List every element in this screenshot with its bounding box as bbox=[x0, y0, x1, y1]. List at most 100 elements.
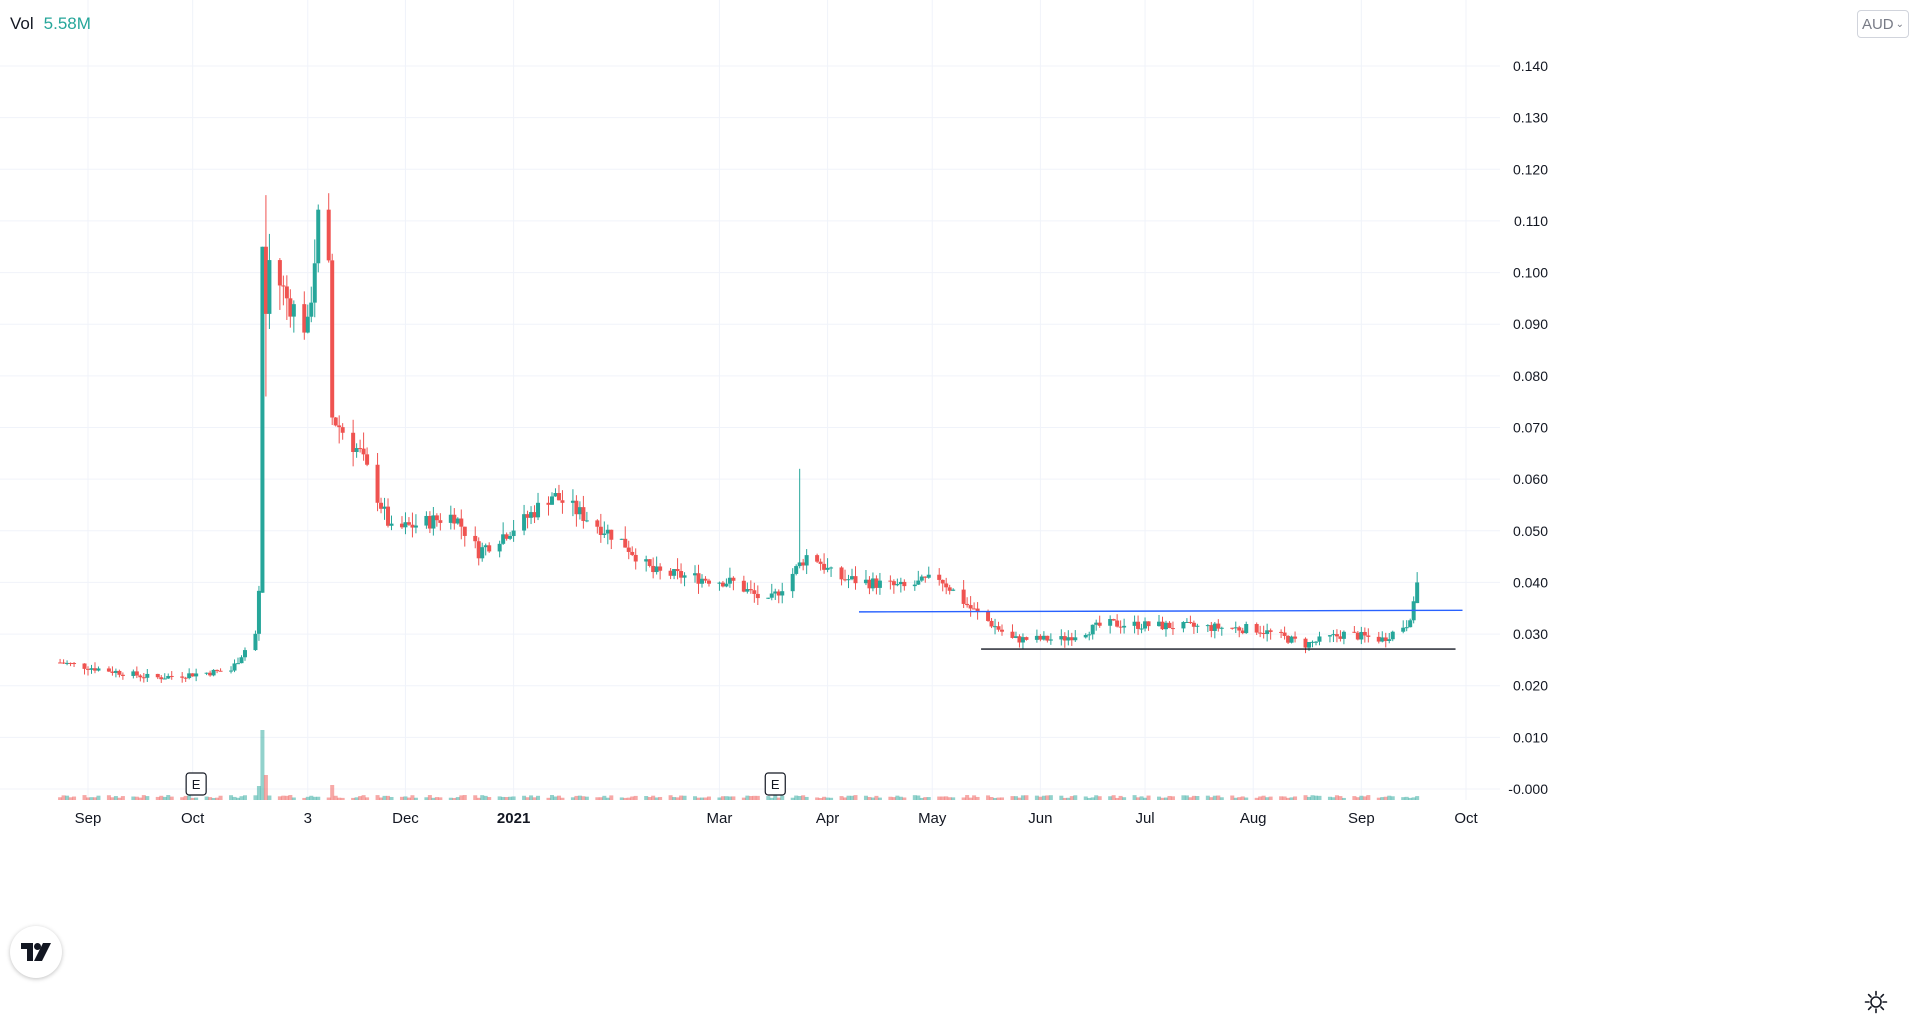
volume-bar bbox=[312, 796, 317, 800]
time-tick-label: Jun bbox=[1028, 810, 1052, 827]
candle-body bbox=[609, 529, 614, 540]
tradingview-logo[interactable] bbox=[10, 926, 62, 978]
volume-bar bbox=[975, 796, 980, 800]
volume-bar bbox=[815, 797, 820, 800]
candle-body bbox=[211, 669, 216, 676]
volume-bar bbox=[291, 797, 296, 800]
candle-body bbox=[399, 523, 404, 528]
volume-bar bbox=[1097, 796, 1102, 800]
candle-body bbox=[239, 657, 244, 664]
volume-bar bbox=[703, 797, 708, 800]
candle-body bbox=[623, 538, 628, 548]
volume-bar bbox=[769, 797, 774, 800]
volume-bar bbox=[724, 796, 729, 800]
candle-body bbox=[277, 260, 282, 286]
volume-bar bbox=[944, 796, 949, 800]
candle-body bbox=[1010, 631, 1015, 638]
volume-bar bbox=[804, 796, 809, 800]
volume-bar bbox=[1010, 796, 1015, 800]
volume-bar bbox=[89, 797, 94, 800]
volume-bar bbox=[1059, 795, 1064, 800]
candle-body bbox=[1157, 621, 1162, 627]
volume-bar bbox=[536, 795, 541, 800]
volume-bar bbox=[1383, 796, 1388, 800]
volume-bar bbox=[867, 796, 872, 800]
volume-bar bbox=[863, 795, 868, 800]
candle-body bbox=[1390, 631, 1395, 640]
candle-body bbox=[577, 507, 582, 515]
candle-body bbox=[780, 591, 785, 596]
volume-bar bbox=[1341, 797, 1346, 800]
volume-bar bbox=[846, 795, 851, 800]
candle-body bbox=[1094, 622, 1099, 625]
candle-body bbox=[1362, 631, 1367, 636]
candle-body bbox=[1289, 636, 1294, 643]
candle-body bbox=[141, 677, 146, 679]
volume-bar bbox=[431, 797, 436, 800]
candle-body bbox=[1059, 636, 1064, 640]
volume-bar bbox=[204, 796, 209, 800]
currency-selector[interactable]: AUD ⌄ bbox=[1857, 10, 1909, 38]
candle-body bbox=[1334, 634, 1339, 637]
candle-body bbox=[89, 668, 94, 670]
volume-bar bbox=[1038, 796, 1043, 800]
volume-bar bbox=[284, 795, 289, 800]
volume-bar bbox=[682, 795, 687, 800]
volume-bar bbox=[379, 797, 384, 800]
candle-body bbox=[693, 573, 698, 576]
volume-bar bbox=[888, 796, 893, 800]
candle-body bbox=[1307, 642, 1312, 648]
volume-bar bbox=[853, 795, 858, 800]
candle-body bbox=[480, 547, 485, 559]
candle-body bbox=[902, 581, 907, 587]
volume-bar bbox=[333, 795, 338, 800]
volume-bar bbox=[818, 797, 823, 800]
candle-body bbox=[288, 298, 293, 317]
candle-body bbox=[867, 579, 872, 589]
volume-bar bbox=[424, 797, 429, 800]
time-axis[interactable]: Sep Oct 3 Dec 2021 Mar Apr May Jun Jul Aug Sep Oct bbox=[75, 810, 1479, 827]
volume-bar bbox=[525, 797, 530, 800]
candle-body bbox=[459, 518, 464, 527]
candlestick-series bbox=[58, 193, 1420, 683]
volume-bar bbox=[65, 795, 70, 800]
volume-bar bbox=[459, 795, 464, 800]
volume-bar bbox=[574, 795, 579, 800]
volume-bar bbox=[1139, 796, 1144, 800]
candle-body bbox=[236, 663, 241, 665]
volume-bar bbox=[1261, 795, 1266, 800]
candle-body bbox=[1387, 639, 1392, 641]
volume-bar bbox=[211, 797, 216, 800]
gear-icon bbox=[1864, 990, 1888, 1014]
volume-bar bbox=[794, 795, 799, 800]
candle-body bbox=[1108, 619, 1113, 626]
candle-body bbox=[309, 302, 314, 317]
trendlines[interactable] bbox=[858, 609, 1463, 650]
volume-bar bbox=[113, 796, 118, 800]
price-axis[interactable]: 0.140 0.130 0.120 0.110 0.100 0.090 0.080 0.070… bbox=[1508, 58, 1548, 797]
volume-bar bbox=[1289, 797, 1294, 800]
volume-bar bbox=[473, 795, 478, 800]
time-tick-label: 2021 bbox=[497, 810, 530, 827]
candle-body bbox=[944, 583, 949, 588]
volume-bar bbox=[215, 797, 220, 800]
volume-bar bbox=[577, 795, 582, 800]
candle-body bbox=[351, 432, 356, 452]
candle-body bbox=[829, 567, 834, 569]
candle-body bbox=[727, 577, 732, 584]
volume-bar bbox=[1366, 795, 1371, 800]
candle-body bbox=[302, 304, 307, 333]
volume-bar bbox=[1017, 797, 1022, 800]
candle-body bbox=[658, 566, 663, 571]
volume-bar bbox=[532, 797, 537, 800]
settings-gear-icon[interactable] bbox=[1862, 988, 1890, 1016]
candle-body bbox=[598, 526, 603, 535]
volume-bar bbox=[82, 795, 87, 800]
volume-bar bbox=[672, 797, 677, 800]
candle-body bbox=[1041, 635, 1046, 640]
time-tick-label: Mar bbox=[707, 810, 733, 827]
candle-body bbox=[1415, 582, 1420, 604]
volume-bar bbox=[375, 795, 380, 800]
